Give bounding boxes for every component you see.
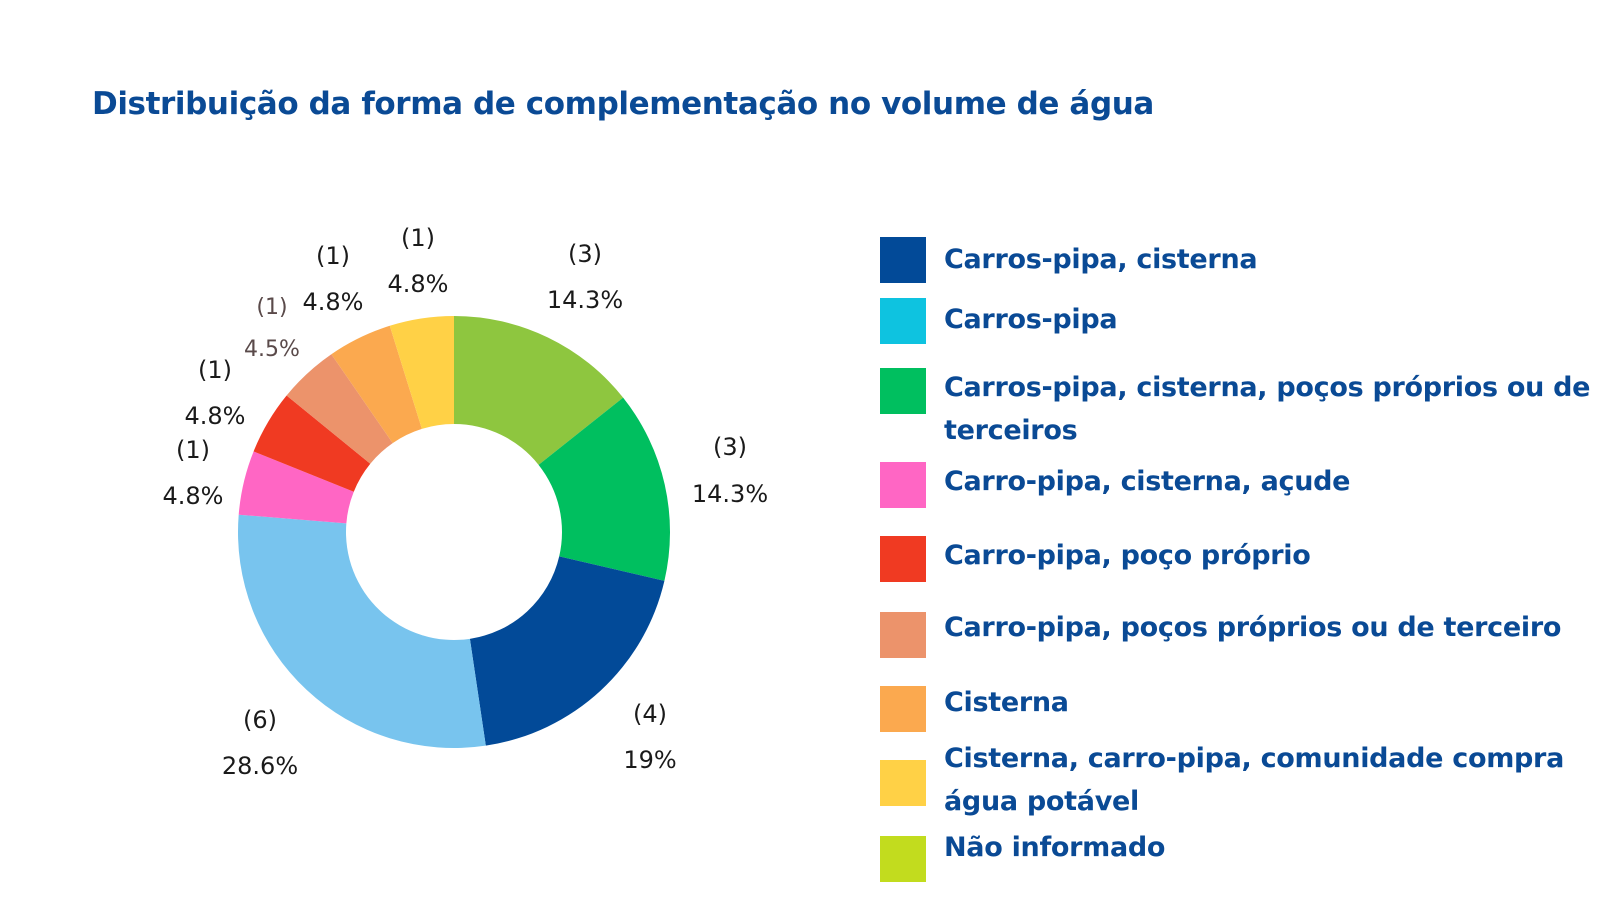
legend-label: Cisterna (944, 687, 1069, 718)
legend-label: Carro-pipa, cisterna, açude (944, 466, 1351, 497)
slice-count-label: (1) (316, 242, 350, 270)
legend-swatch (880, 836, 926, 882)
donut-slice (454, 316, 624, 465)
slice-percent-label: 4.5% (244, 337, 300, 362)
slice-percent-label: 4.8% (303, 288, 364, 316)
donut-slice (238, 451, 354, 524)
slice-count-label: (3) (713, 433, 747, 461)
legend-swatch (880, 462, 926, 508)
legend-swatch (880, 612, 926, 658)
donut-slice (286, 354, 393, 464)
legend-label: Carros-pipa, cisterna, poços próprios ou… (944, 372, 1591, 446)
slice-percent-label: 19% (623, 746, 676, 774)
donut-slice (331, 325, 422, 444)
legend-swatch (880, 760, 926, 806)
donut-chart: (3) 14.3% (3) 14.3% (4) 19% (6) 28.6% (1) 4.8% (1)… (163, 224, 769, 780)
slice-percent-label: 4.8% (388, 270, 449, 298)
slice-count-label: (6) (243, 706, 277, 734)
legend-label: Carros-pipa (944, 304, 1118, 335)
donut-slice (538, 397, 671, 581)
donut-slice (253, 395, 371, 492)
slice-percent-label: 4.8% (163, 482, 224, 510)
donut-slice (469, 556, 665, 746)
slice-percent-label: 14.3% (547, 286, 623, 314)
legend-swatch (880, 686, 926, 732)
legend-swatch (880, 298, 926, 344)
chart-title: Distribuição da forma de complementação … (92, 86, 1154, 122)
legend-label: Carros-pipa, cisterna (944, 244, 1258, 275)
legend-label: Carro-pipa, poços próprios ou de terceir… (944, 612, 1562, 643)
legend-swatch (880, 237, 926, 283)
slice-count-label: (4) (633, 700, 667, 728)
slice-percent-label: 14.3% (692, 480, 768, 508)
slice-count-label: (1) (256, 295, 287, 320)
legend-swatch (880, 536, 926, 582)
slice-percent-label: 4.8% (185, 402, 246, 430)
legend-label: Cisterna, carro-pipa, comunidade compra … (944, 743, 1564, 817)
donut-slice (389, 316, 454, 429)
legend-label: Carro-pipa, poço próprio (944, 540, 1311, 571)
legend-swatch (880, 368, 926, 414)
legend-label: Não informado (944, 832, 1166, 863)
slice-count-label: (1) (176, 436, 210, 464)
slice-count-label: (3) (568, 240, 602, 268)
slice-percent-label: 28.6% (222, 752, 298, 780)
donut-slice (238, 514, 486, 748)
slice-count-label: (1) (198, 356, 232, 384)
slice-count-label: (1) (401, 224, 435, 252)
